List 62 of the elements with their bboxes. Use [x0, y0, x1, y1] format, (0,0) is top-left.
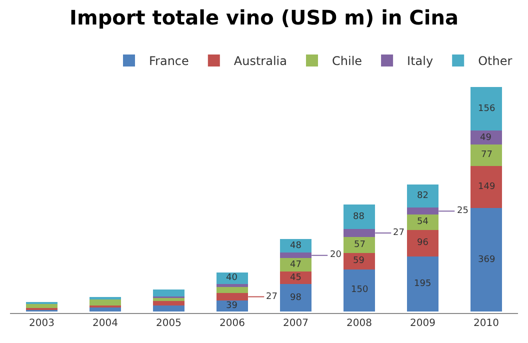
data-label: 20 [330, 250, 342, 260]
bar [406, 214, 439, 230]
data-label: 96 [417, 238, 429, 248]
x-tick-label: 2009 [410, 318, 436, 329]
bar [152, 301, 185, 306]
data-label: 369 [478, 255, 496, 265]
bar [280, 284, 312, 312]
bar [26, 304, 58, 308]
data-label: 49 [480, 133, 492, 143]
bar [406, 184, 439, 208]
bar [343, 269, 376, 312]
x-tick-label: 2005 [156, 318, 182, 329]
bar [406, 230, 439, 257]
bar [343, 252, 376, 270]
bar [280, 258, 312, 272]
bar [152, 289, 185, 297]
bar [470, 144, 502, 166]
data-label: 98 [290, 293, 302, 303]
x-tick-label: 2004 [92, 318, 118, 329]
data-label: 54 [417, 217, 429, 227]
bar [216, 287, 248, 293]
data-label: 48 [290, 241, 302, 251]
bar [216, 284, 248, 288]
bar [343, 236, 376, 253]
legend-label: Italy [407, 54, 434, 68]
legend-label: Australia [234, 54, 287, 68]
legend-label: France [149, 54, 189, 68]
data-label: 149 [478, 182, 496, 192]
bar [406, 256, 439, 312]
x-tick-label: 2008 [346, 318, 372, 329]
chart-title: Import totale vino (USD m) in Cina [70, 5, 458, 30]
data-label: 88 [353, 212, 365, 222]
x-tick-label: 2010 [474, 318, 499, 329]
bar [470, 86, 502, 131]
data-label: 39 [226, 301, 238, 311]
data-label: 40 [226, 273, 238, 283]
data-label: 77 [481, 150, 492, 160]
bar [89, 308, 122, 312]
bar [89, 300, 122, 306]
bar [470, 130, 502, 144]
x-tick-label: 2003 [29, 318, 54, 329]
data-label: 27 [393, 228, 404, 238]
data-label: 156 [478, 104, 496, 114]
x-tick-label: 2006 [220, 318, 245, 329]
bar [343, 204, 376, 230]
x-tick-label: 2007 [283, 318, 308, 329]
bar [470, 166, 502, 208]
data-label: 59 [353, 256, 365, 266]
legend-label: Chile [332, 54, 362, 68]
data-label: 82 [417, 191, 428, 201]
bar [216, 272, 248, 284]
bar [470, 208, 502, 312]
bar [152, 305, 185, 312]
data-label: 57 [354, 240, 366, 250]
data-label: 47 [290, 260, 302, 270]
legend-label: Other [478, 54, 512, 68]
data-label: 45 [290, 273, 302, 283]
data-label: 27 [266, 292, 278, 302]
data-label: 150 [351, 285, 368, 295]
data-label: 25 [457, 206, 468, 216]
data-label: 195 [414, 279, 432, 289]
bar [152, 298, 185, 302]
